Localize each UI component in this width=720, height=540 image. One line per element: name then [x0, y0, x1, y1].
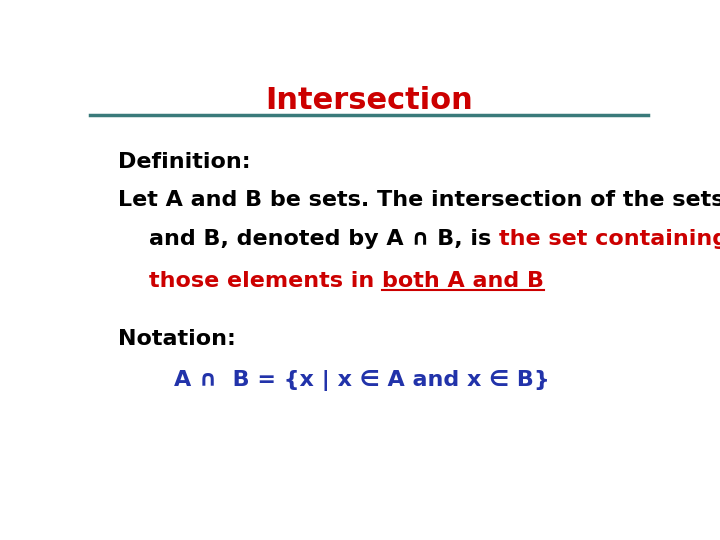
Text: the set containing: the set containing — [499, 229, 720, 249]
Text: those elements in: those elements in — [118, 271, 382, 291]
Text: Intersection: Intersection — [265, 85, 473, 114]
Text: Notation:: Notation: — [118, 329, 235, 349]
Text: Let A and B be sets. The intersection of the sets A: Let A and B be sets. The intersection of… — [118, 190, 720, 210]
Text: Definition:: Definition: — [118, 152, 251, 172]
Text: both A and B: both A and B — [382, 271, 544, 291]
Text: A ∩  B = {x | x ∈ A and x ∈ B}: A ∩ B = {x | x ∈ A and x ∈ B} — [174, 370, 549, 392]
Text: and B, denoted by A ∩ B, is: and B, denoted by A ∩ B, is — [118, 229, 499, 249]
